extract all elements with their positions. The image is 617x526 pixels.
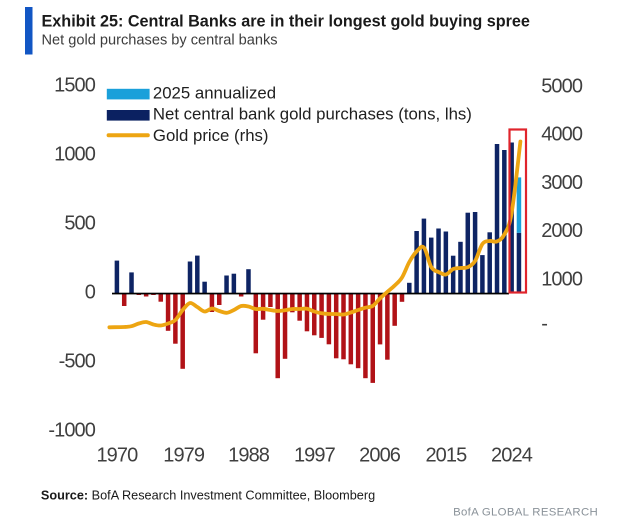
svg-text:1000: 1000 [541,268,583,290]
svg-text:1500: 1500 [54,74,96,96]
svg-text:4000: 4000 [541,124,583,146]
svg-text:Net central bank gold purchase: Net central bank gold purchases (tons, l… [153,105,472,124]
svg-text:-1000: -1000 [48,419,95,441]
svg-text:2024: 2024 [491,444,533,466]
svg-text:1988: 1988 [228,444,270,466]
svg-text:Exhibit 25: Central Banks are: Exhibit 25: Central Banks are in their l… [42,12,530,30]
svg-text:Net gold purchases by central: Net gold purchases by central banks [42,32,278,48]
svg-text:1979: 1979 [163,444,205,466]
svg-text:2015: 2015 [425,444,467,466]
svg-text:5000: 5000 [541,75,583,97]
svg-text:3000: 3000 [541,172,583,194]
svg-text:Source: BofA Research Investme: Source: BofA Research Investment Committ… [41,489,375,503]
svg-text:500: 500 [64,212,95,234]
svg-text:-: - [541,313,547,335]
svg-text:BofA GLOBAL RESEARCH: BofA GLOBAL RESEARCH [453,507,598,519]
svg-text:2006: 2006 [359,444,401,466]
svg-text:-500: -500 [59,350,96,372]
svg-text:2025 annualized: 2025 annualized [153,84,276,103]
svg-text:1000: 1000 [54,143,96,165]
svg-text:1970: 1970 [96,444,138,466]
svg-text:2000: 2000 [541,220,583,242]
svg-text:1997: 1997 [294,444,336,466]
svg-text:0: 0 [85,281,96,303]
svg-text:Gold price (rhs): Gold price (rhs) [153,126,269,145]
